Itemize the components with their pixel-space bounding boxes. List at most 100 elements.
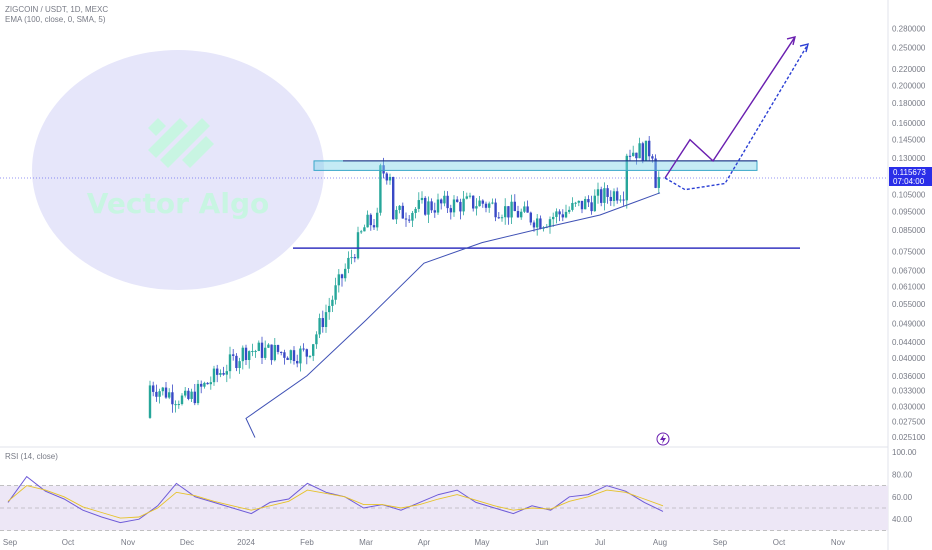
candle-body bbox=[184, 390, 187, 396]
candle-body bbox=[190, 391, 193, 399]
price-tick-label: 0.180000 bbox=[892, 99, 926, 108]
candle-body bbox=[315, 334, 318, 345]
time-tick-label: Feb bbox=[300, 538, 314, 547]
candle-body bbox=[148, 385, 152, 418]
candle-body bbox=[340, 274, 344, 279]
time-tick-label: 2024 bbox=[237, 538, 255, 547]
candle-body bbox=[593, 195, 596, 212]
candle-body bbox=[264, 347, 267, 358]
candle-body bbox=[385, 173, 388, 181]
ema-line bbox=[245, 192, 661, 438]
candle-body bbox=[427, 201, 430, 215]
candle-body bbox=[472, 195, 475, 209]
candle-body bbox=[481, 200, 484, 204]
candle-body bbox=[641, 143, 644, 161]
candle-body bbox=[164, 387, 168, 398]
candle-body bbox=[308, 355, 312, 357]
candle-body bbox=[558, 211, 561, 215]
candle-body bbox=[648, 140, 651, 157]
price-tick-label: 0.105000 bbox=[892, 190, 926, 199]
last-price-countdown: 07:04:00 bbox=[893, 177, 925, 186]
price-axis: 0.280000 0.250000 0.220000 0.200000 0.180000… bbox=[892, 24, 926, 442]
candle-body bbox=[488, 203, 491, 208]
candle-body bbox=[548, 219, 552, 227]
candle-body bbox=[200, 383, 203, 387]
candle-body bbox=[443, 195, 446, 204]
candle-body bbox=[494, 202, 497, 218]
candle-body bbox=[584, 199, 587, 210]
candle-body bbox=[516, 211, 520, 218]
last-price-value: 0.115673 bbox=[893, 168, 926, 177]
rsi-tick-label: 80.00 bbox=[892, 470, 913, 479]
price-tick-label: 0.030000 bbox=[892, 403, 926, 412]
candle-body bbox=[331, 299, 334, 306]
candle-body bbox=[299, 348, 302, 364]
candle-body bbox=[587, 199, 590, 203]
candle-body bbox=[248, 351, 251, 361]
candle-body bbox=[296, 361, 299, 364]
candle-body bbox=[356, 232, 360, 259]
candle-body bbox=[344, 268, 347, 279]
candle-body bbox=[424, 197, 427, 215]
watermark: Vector Algo bbox=[32, 50, 324, 290]
candle-body bbox=[302, 348, 305, 350]
candle-body bbox=[654, 158, 657, 188]
candle-body bbox=[500, 217, 504, 219]
candle-body bbox=[289, 350, 292, 361]
candle-body bbox=[577, 200, 580, 203]
candle-body bbox=[433, 210, 436, 213]
price-tick-label: 0.075000 bbox=[892, 247, 926, 256]
last-price-tag: 0.115673 07:04:00 bbox=[889, 167, 932, 186]
candle-body bbox=[392, 176, 395, 220]
candle-body bbox=[283, 352, 286, 358]
candle-body bbox=[360, 231, 363, 233]
candle-body bbox=[612, 191, 616, 201]
candle-body bbox=[366, 214, 369, 228]
candle-body bbox=[491, 202, 494, 204]
lightning-icon bbox=[660, 434, 666, 444]
indicator-title: EMA (100, close, 0, SMA, 5) bbox=[5, 15, 106, 24]
time-tick-label: Jun bbox=[536, 538, 549, 547]
candle-body bbox=[398, 205, 401, 210]
candle-body bbox=[254, 350, 257, 352]
candle-body bbox=[251, 350, 254, 352]
price-tick-label: 0.044000 bbox=[892, 338, 926, 347]
price-tick-label: 0.025100 bbox=[892, 433, 926, 442]
candle-body bbox=[468, 195, 472, 197]
lightning-button[interactable] bbox=[656, 432, 670, 446]
time-tick-label: Oct bbox=[773, 538, 786, 547]
candle-body bbox=[523, 206, 526, 212]
price-tick-label: 0.250000 bbox=[892, 43, 926, 52]
candle-body bbox=[328, 305, 331, 313]
candle-body bbox=[446, 195, 449, 209]
candle-body bbox=[187, 390, 190, 399]
candle-body bbox=[456, 199, 459, 202]
candle-body bbox=[369, 214, 372, 226]
candle-body bbox=[459, 201, 462, 212]
price-tick-label: 0.085000 bbox=[892, 226, 926, 235]
candle-body bbox=[276, 345, 280, 352]
candle-body bbox=[193, 391, 196, 404]
candle-body bbox=[414, 208, 417, 213]
price-tick-label: 0.145000 bbox=[892, 136, 926, 145]
candle-body bbox=[203, 382, 206, 387]
candle-body bbox=[568, 209, 571, 212]
candle-body bbox=[529, 212, 532, 223]
candle-body bbox=[596, 189, 600, 196]
candle-body bbox=[628, 155, 632, 157]
candle-body bbox=[235, 355, 238, 369]
candle-body bbox=[606, 188, 609, 197]
candle-body bbox=[260, 342, 264, 358]
candle-body bbox=[305, 349, 308, 357]
time-tick-label: Sep bbox=[3, 538, 18, 547]
candle-body bbox=[270, 344, 273, 361]
candle-body bbox=[478, 200, 481, 207]
price-tick-label: 0.067000 bbox=[892, 267, 926, 276]
rsi-tick-label: 60.00 bbox=[892, 493, 913, 502]
projection-arrowhead bbox=[786, 35, 796, 46]
candle-body bbox=[324, 312, 328, 328]
candle-body bbox=[520, 211, 523, 218]
candle-body bbox=[209, 382, 212, 385]
